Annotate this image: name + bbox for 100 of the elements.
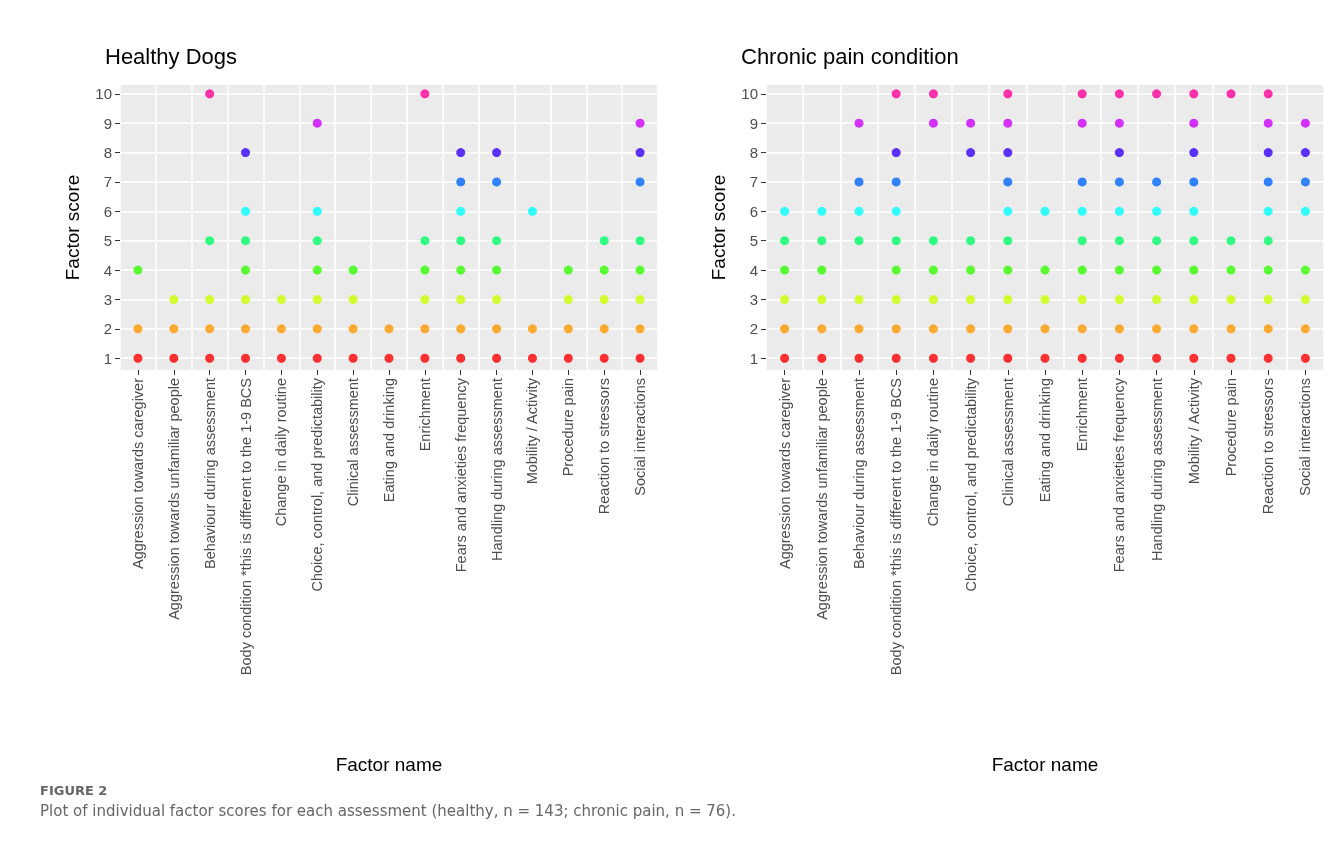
y-tick-label: 4: [749, 261, 758, 279]
y-tick-label: 5: [749, 232, 758, 250]
point: [1114, 265, 1124, 275]
x-tick-label: Social interactions: [1296, 378, 1313, 496]
y-tick-label: 7: [749, 173, 758, 191]
x-axis-title: Factor name: [335, 754, 443, 775]
point: [384, 324, 394, 334]
point: [1263, 265, 1273, 275]
point: [1300, 353, 1310, 363]
x-tick-label: Mobility / Activity: [524, 377, 541, 485]
point: [599, 324, 609, 334]
point: [456, 206, 466, 216]
point: [563, 353, 573, 363]
x-tick-label: Body condition *this is different to the 1-9 BCS: [887, 378, 904, 676]
point: [965, 353, 975, 363]
point: [205, 89, 215, 99]
point: [1151, 206, 1161, 216]
point: [928, 236, 938, 246]
point: [1188, 236, 1198, 246]
text: Plot of individual factor scores for each assessment (healthy, n = 143; chronic pain, n = 76).: [40, 802, 736, 820]
point: [816, 324, 826, 334]
point: [492, 236, 502, 246]
y-tick-label: 7: [103, 173, 112, 191]
point: [241, 353, 251, 363]
point: [891, 294, 901, 304]
point: [1151, 89, 1161, 99]
x-tick-label: Handling during assessment: [1148, 378, 1165, 561]
point: [456, 294, 466, 304]
point: [891, 148, 901, 158]
point: [891, 89, 901, 99]
point: [816, 353, 826, 363]
point: [1226, 265, 1235, 275]
point: [1002, 294, 1012, 304]
x-tick-label: Behaviour during assessment: [850, 378, 867, 570]
point: [635, 294, 645, 304]
point: [456, 353, 466, 363]
y-tick-label: 8: [103, 144, 112, 162]
point: [635, 148, 645, 158]
point: [891, 353, 901, 363]
point: [133, 324, 143, 334]
point: [1002, 206, 1012, 216]
y-axis-title: Factor score: [62, 174, 83, 281]
point: [241, 265, 251, 275]
y-tick-label: 10: [740, 85, 758, 103]
point: [928, 265, 938, 275]
point: [492, 148, 502, 158]
caption: FIGURE 2: [40, 783, 109, 798]
x-tick-label: Behaviour during assessment: [201, 378, 218, 570]
point: [1077, 236, 1087, 246]
point: [492, 324, 502, 334]
point: [1077, 353, 1087, 363]
point: [1151, 294, 1161, 304]
point: [205, 353, 215, 363]
point: [599, 236, 609, 246]
point: [1226, 294, 1235, 304]
point: [312, 324, 322, 334]
x-tick-label: Clinical assessment: [999, 378, 1016, 507]
point: [1114, 206, 1124, 216]
point: [891, 265, 901, 275]
point: [1114, 353, 1124, 363]
point: [456, 148, 466, 158]
point: [241, 294, 251, 304]
y-tick-label: 10: [95, 85, 112, 103]
point: [1114, 324, 1124, 334]
point: [1077, 177, 1087, 187]
point: [420, 324, 430, 334]
x-tick-label: Aggression towards caregiver: [776, 377, 793, 570]
y-tick-label: 9: [749, 114, 758, 132]
point: [348, 353, 358, 363]
point: [420, 353, 430, 363]
x-tick-label: Aggression towards unfamiliar people: [165, 378, 182, 620]
point: [1263, 206, 1273, 216]
point: [1114, 89, 1124, 99]
point: [1226, 353, 1235, 363]
point: [928, 294, 938, 304]
point: [1188, 148, 1198, 158]
point: [965, 265, 975, 275]
x-tick-label: Procedure pain: [560, 378, 577, 477]
point: [965, 148, 975, 158]
point: [965, 118, 975, 128]
point: [241, 236, 251, 246]
point: [1077, 118, 1087, 128]
y-tick-label: 1: [749, 349, 758, 367]
y-axis-title: Factor score: [707, 174, 729, 281]
point: [635, 177, 645, 187]
x-tick-label: Enrichment: [1073, 378, 1090, 452]
point: [1114, 148, 1124, 158]
point: [928, 324, 938, 334]
x-tick-label: Aggression towards unfamiliar people: [813, 378, 830, 620]
point: [1077, 206, 1087, 216]
y-tick-label: 3: [103, 290, 112, 308]
point: [563, 294, 573, 304]
point: [1114, 177, 1124, 187]
point: [1002, 89, 1012, 99]
point: [1077, 265, 1087, 275]
x-tick-label: Choice, control, and predictability: [962, 377, 979, 592]
point: [1040, 324, 1049, 334]
point: [169, 294, 179, 304]
point: [1002, 148, 1012, 158]
y-tick-label: 9: [103, 114, 112, 132]
